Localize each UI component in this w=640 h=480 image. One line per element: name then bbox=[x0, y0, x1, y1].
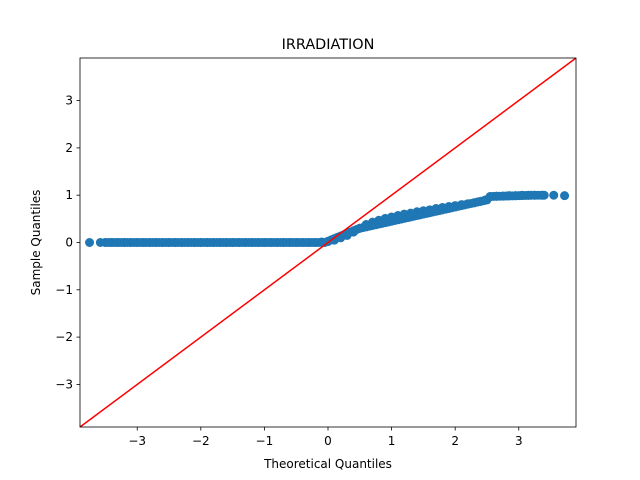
y-axis-label: Sample Quantiles bbox=[29, 190, 43, 296]
y-axis-ticks: −3 −2 −1 0 1 2 3 bbox=[55, 94, 80, 391]
y-tick-label: 2 bbox=[65, 141, 73, 155]
x-axis-ticks: −3 −2 −1 0 1 2 3 bbox=[128, 427, 523, 448]
data-point bbox=[549, 190, 559, 200]
y-tick-label: −3 bbox=[55, 377, 73, 391]
data-point bbox=[539, 190, 549, 200]
x-tick-label: −3 bbox=[128, 434, 146, 448]
plot-area bbox=[79, 57, 577, 428]
x-tick-label: 3 bbox=[515, 434, 523, 448]
reference-line bbox=[79, 57, 577, 428]
x-axis-label: Theoretical Quantiles bbox=[263, 457, 392, 471]
y-tick-label: 1 bbox=[65, 188, 73, 202]
points-layer bbox=[85, 190, 570, 247]
data-point bbox=[560, 191, 570, 201]
x-tick-label: 1 bbox=[388, 434, 396, 448]
x-tick-label: −1 bbox=[256, 434, 274, 448]
data-point bbox=[85, 238, 95, 247]
y-tick-label: 0 bbox=[65, 236, 73, 250]
x-tick-label: −2 bbox=[192, 434, 210, 448]
y-tick-label: 3 bbox=[65, 94, 73, 108]
y-tick-label: −2 bbox=[55, 330, 73, 344]
x-tick-label: 2 bbox=[451, 434, 459, 448]
chart-title: IRRADIATION bbox=[282, 37, 375, 53]
x-tick-label: 0 bbox=[324, 434, 332, 448]
y-tick-label: −1 bbox=[55, 283, 73, 297]
